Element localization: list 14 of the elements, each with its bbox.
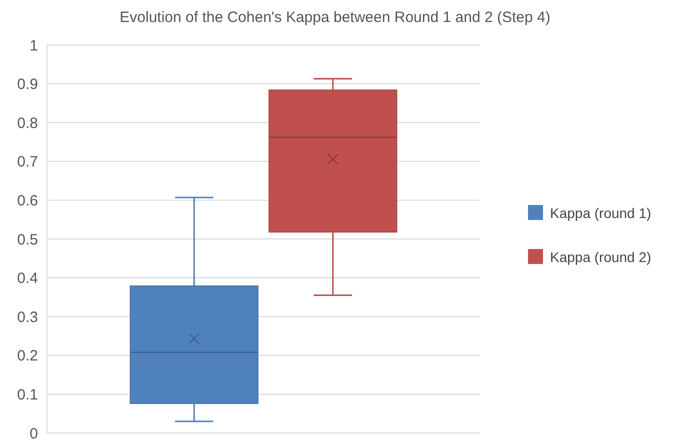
chart-title: Evolution of the Cohen's Kappa between Round 1 and 2 (Step 4) <box>120 9 550 26</box>
y-tick-label: 0.9 <box>17 76 38 94</box>
y-tick-label: 0.6 <box>17 192 38 210</box>
y-tick-label: 1 <box>30 37 38 54</box>
y-tick-label: 0.5 <box>17 231 38 248</box>
y-tick-label: 0.8 <box>17 114 38 132</box>
y-tick-label: 0 <box>30 425 38 442</box>
y-tick-label: 0.4 <box>17 270 38 288</box>
y-tick-label: 0.1 <box>17 386 38 404</box>
y-tick-label: 0.7 <box>17 154 38 171</box>
y-tick-label: 0.2 <box>17 348 38 365</box>
legend-label: Kappa (round 1) <box>550 204 652 221</box>
legend-label: Kappa (round 2) <box>550 248 652 265</box>
y-tick-label: 0.3 <box>17 308 38 326</box>
